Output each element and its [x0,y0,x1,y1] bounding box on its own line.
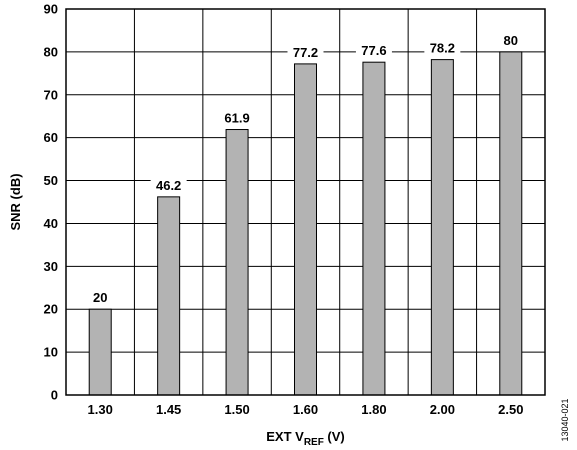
data-label-background [500,32,522,48]
y-tick-label: 0 [51,388,58,403]
data-label-background [355,43,392,59]
x-tick-label: 1.30 [88,402,113,417]
y-axis-title: SNR (dB) [8,173,23,230]
x-tick-label: 1.80 [361,402,386,417]
x-axis-title-suffix: (V) [324,429,345,444]
y-tick-label: 30 [44,259,58,274]
x-axis-title: EXT VREF (V) [266,429,345,448]
y-tick-label: 50 [44,173,58,188]
bar [294,63,317,396]
x-tick-label: 1.60 [293,402,318,417]
data-label: 77.6 [361,43,386,58]
y-tick-label: 20 [44,302,58,317]
y-tick-label: 80 [44,44,58,59]
y-tick-label: 10 [44,345,58,360]
x-tick-label: 2.50 [498,402,523,417]
x-axis-ticks: 1.30 1.45 1.50 1.60 1.80 2.00 2.50 [88,402,524,417]
data-label-background [424,40,461,56]
data-label-background [287,44,324,60]
bar [157,196,181,396]
figure-id: 13040-021 [560,398,570,441]
bar [430,59,454,396]
x-tick-label: 2.00 [430,402,455,417]
data-label: 46.2 [156,178,181,193]
data-label: 80 [504,33,518,48]
data-label: 78.2 [430,41,455,56]
data-label-background [150,177,187,193]
data-label: 77.2 [293,45,318,60]
plot-frame [65,8,546,396]
data-label-background [219,110,256,126]
y-tick-label: 70 [44,87,58,102]
bar [362,61,386,396]
data-label: 20 [93,290,107,305]
y-axis-ticks: 0 10 20 30 40 50 60 70 80 90 [44,2,58,403]
bar [225,129,249,396]
y-tick-label: 90 [44,2,58,17]
y-tick-label: 40 [44,216,58,231]
x-tick-label: 1.50 [224,402,249,417]
data-label: 61.9 [224,111,249,126]
x-axis-title-main: EXT V [266,429,304,444]
x-tick-label: 1.45 [156,402,181,417]
bar [499,51,523,396]
y-tick-label: 60 [44,130,58,145]
data-labels: 20 46.2 61.9 77.2 77.6 78.2 80 [89,32,522,306]
bar [88,308,112,396]
data-label-background [89,290,111,306]
x-axis-title-subscript: REF [304,437,324,448]
